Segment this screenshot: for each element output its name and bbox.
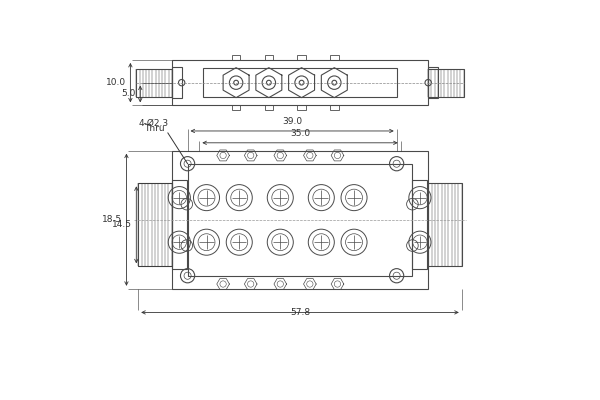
Text: 18.5: 18.5 <box>101 215 122 224</box>
Bar <box>297 55 306 60</box>
Bar <box>428 67 438 98</box>
Bar <box>138 184 172 266</box>
Bar <box>330 105 338 110</box>
Bar <box>265 55 273 60</box>
Bar <box>172 180 187 269</box>
Text: 57.8: 57.8 <box>290 308 310 317</box>
Text: 14.5: 14.5 <box>112 220 131 229</box>
Bar <box>265 105 273 110</box>
Bar <box>428 69 464 97</box>
Bar <box>428 184 462 266</box>
Bar <box>188 164 412 276</box>
Text: 35.0: 35.0 <box>290 129 310 138</box>
Bar <box>330 55 338 60</box>
Bar <box>232 105 241 110</box>
Bar <box>232 55 241 60</box>
Bar <box>172 67 182 98</box>
Text: Thru: Thru <box>144 124 164 133</box>
Bar <box>203 68 397 97</box>
Text: 5.0: 5.0 <box>121 90 136 98</box>
Bar <box>172 151 428 289</box>
Bar <box>297 105 306 110</box>
Bar <box>412 180 427 269</box>
Text: 10.0: 10.0 <box>106 78 125 87</box>
Bar <box>172 60 428 105</box>
Text: 4-Ø2.3: 4-Ø2.3 <box>139 119 169 128</box>
Text: 39.0: 39.0 <box>282 117 302 126</box>
Bar <box>136 69 172 97</box>
